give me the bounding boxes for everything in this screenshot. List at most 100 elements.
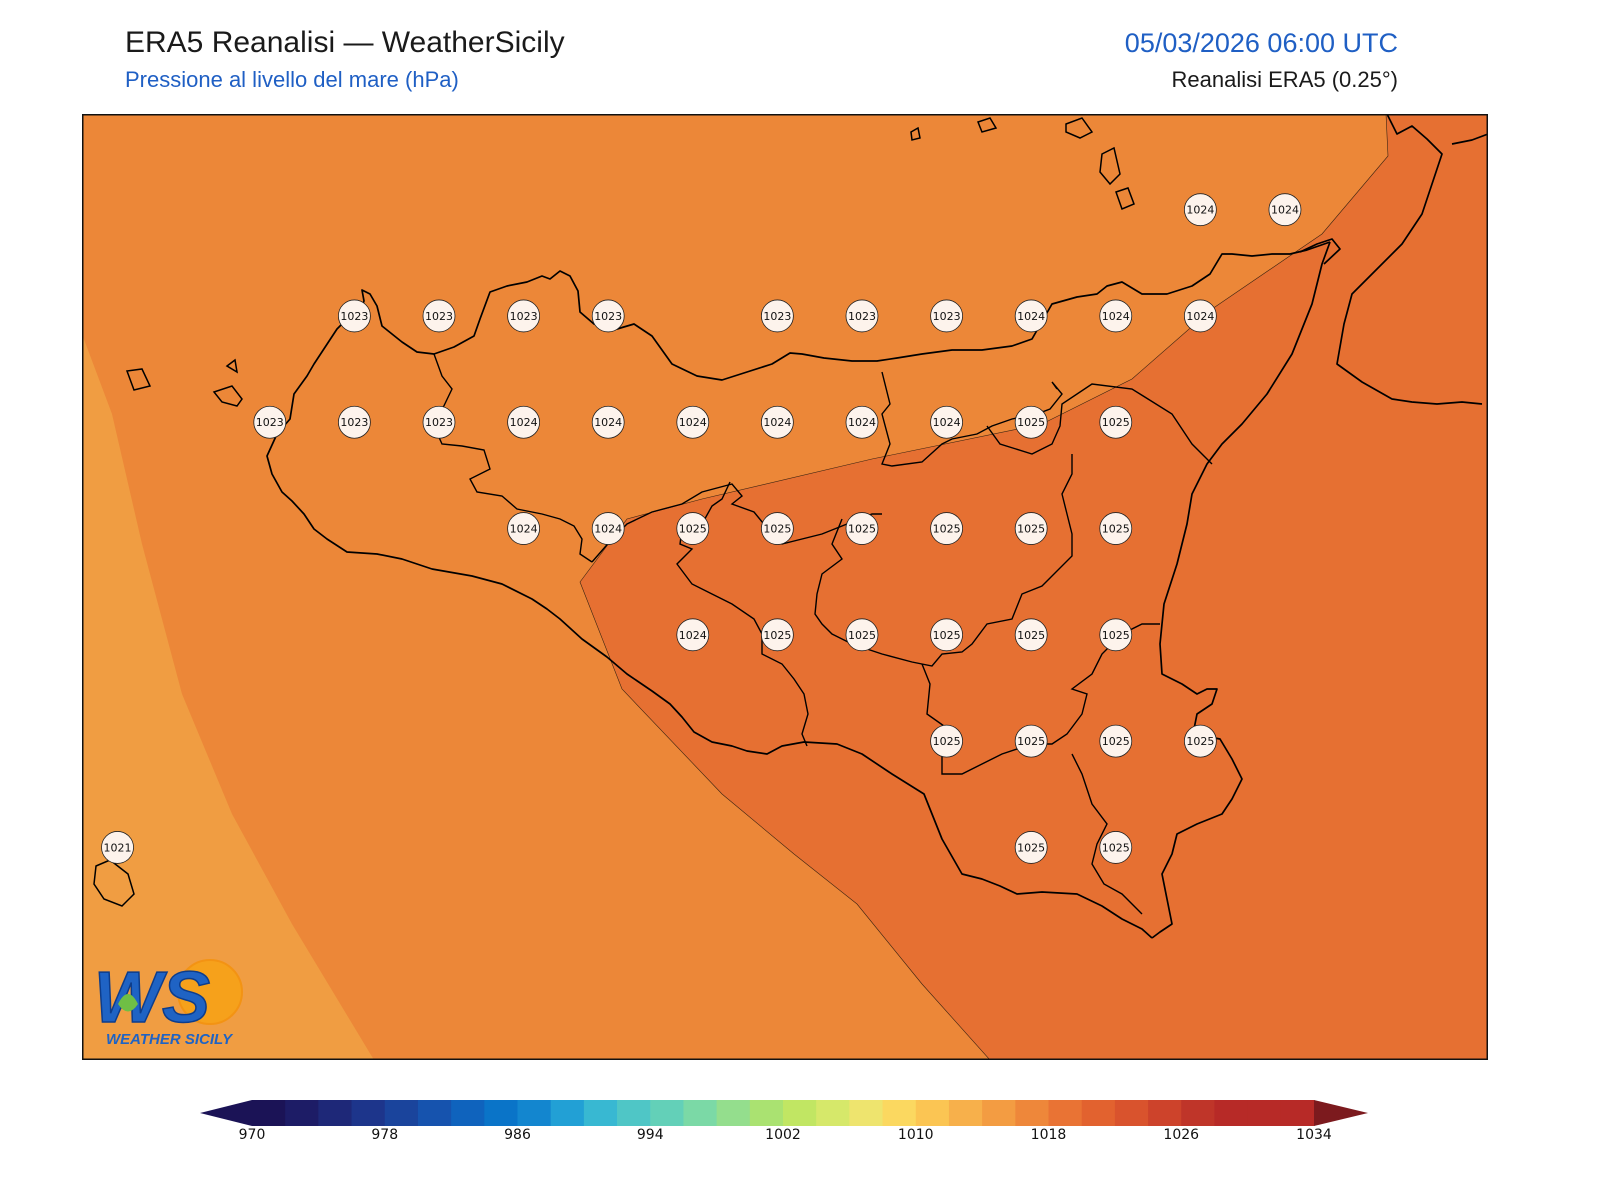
pressure-marker-value: 1024 — [1017, 310, 1045, 323]
pressure-marker: 1023 — [845, 299, 879, 333]
pressure-marker-circle — [253, 405, 287, 439]
pressure-marker-circle — [930, 512, 963, 545]
pressure-marker-value: 1023 — [340, 310, 368, 323]
pressure-marker-circle — [591, 512, 625, 545]
colorbar-ticks: 970 978 986 994 1002 1010 1018 1026 1034 — [239, 1127, 1332, 1140]
colorbar-tick-label: 1002 — [765, 1127, 801, 1140]
pressure-marker-value: 1024 — [1271, 204, 1299, 217]
pressure-marker-value: 1025 — [1017, 841, 1045, 854]
pressure-marker-circle — [1268, 193, 1302, 227]
pressure-marker-circle — [1099, 512, 1133, 545]
border-messina-catania — [986, 383, 1213, 465]
colorbar-cell — [915, 1100, 950, 1126]
pressure-marker-value: 1025 — [1017, 735, 1045, 748]
pressure-marker: 1025 — [930, 512, 963, 545]
pressure-marker-circle — [507, 405, 540, 439]
pressure-marker: 1023 — [930, 299, 963, 333]
pressure-marker-value: 1024 — [679, 416, 707, 429]
colorbar-cell — [1081, 1100, 1116, 1126]
pressure-marker-circle — [1014, 831, 1048, 864]
colorbar-cell — [650, 1100, 685, 1126]
pressure-marker-value: 1025 — [1102, 735, 1130, 748]
pressure-marker: 1024 — [676, 405, 710, 439]
pressure-marker: 1024 — [1268, 193, 1302, 227]
pressure-marker-value: 1024 — [594, 523, 622, 536]
pressure-marker-circle — [845, 512, 879, 545]
colorbar: 970 978 986 994 1002 1010 1018 1026 1034 — [200, 1100, 1368, 1140]
data-source: Reanalisi ERA5 (0.25°) — [1171, 67, 1398, 92]
pressure-marker: 1025 — [1014, 724, 1048, 758]
pressure-marker-value: 1024 — [1102, 310, 1130, 323]
pressure-map: 1023 1023 1023 1023 1023 1023 1023 1024 1024 1024… — [82, 114, 1488, 1060]
colorbar-cell — [716, 1100, 751, 1126]
pressure-marker-value: 1023 — [510, 310, 538, 323]
pressure-marker: 1025 — [1099, 512, 1133, 545]
logo-leaf — [118, 994, 138, 1012]
colorbar-cell — [1015, 1100, 1050, 1126]
pressure-marker-circle — [1014, 512, 1048, 545]
pressure-marker-value: 1025 — [848, 629, 876, 642]
colorbar-cell — [1148, 1100, 1182, 1126]
pressure-marker-value: 1023 — [933, 310, 961, 323]
colorbar-tick-label: 970 — [239, 1127, 266, 1140]
chart-title: ERA5 Reanalisi — WeatherSicily — [125, 26, 565, 59]
pressure-marker-value: 1025 — [933, 629, 961, 642]
pressure-marker-circle — [422, 405, 456, 439]
pressure-marker-circle — [1183, 299, 1217, 333]
pressure-marker-circle — [676, 405, 710, 439]
logo-sun — [177, 959, 243, 1025]
colorbar-cell — [982, 1100, 1016, 1126]
island-vulcano — [1115, 187, 1135, 210]
island-alicudi — [977, 117, 998, 133]
pressure-marker: 1021 — [101, 831, 134, 864]
chart-subtitle: Pressione al livello del mare (hPa) — [125, 67, 459, 92]
colorbar-cell — [583, 1100, 618, 1126]
pressure-marker-circle — [930, 724, 963, 758]
pressure-marker-value: 1025 — [933, 523, 961, 536]
pressure-marker-value: 1023 — [848, 310, 876, 323]
pressure-marker-circle — [1014, 405, 1048, 439]
island-salina — [1065, 117, 1094, 139]
pressure-marker-value: 1023 — [340, 416, 368, 429]
pressure-marker-value: 1024 — [594, 416, 622, 429]
pressure-marker-circle — [1014, 618, 1048, 652]
pressure-marker-value: 1023 — [256, 416, 284, 429]
pressure-marker-circle — [845, 405, 879, 439]
pressure-marker: 1023 — [338, 405, 371, 439]
pressure-marker-circle — [760, 618, 794, 652]
logo-initials: WS — [94, 958, 210, 1038]
pressure-marker: 1025 — [845, 512, 879, 545]
pressure-marker-circle — [845, 618, 879, 652]
colorbar-tick-label: 1026 — [1163, 1127, 1199, 1140]
pressure-marker: 1025 — [1014, 618, 1048, 652]
pressure-marker-circle — [760, 299, 794, 333]
pressure-marker-circle — [760, 512, 794, 545]
pressure-marker: 1025 — [1014, 512, 1048, 545]
island-levanzo — [225, 358, 239, 374]
pressure-marker: 1024 — [507, 405, 540, 439]
pressure-marker: 1025 — [845, 618, 879, 652]
colorbar-cell — [1280, 1100, 1315, 1126]
pressure-marker-value: 1024 — [763, 416, 791, 429]
pressure-marker: 1025 — [760, 618, 794, 652]
pressure-marker-value: 1025 — [679, 523, 707, 536]
pressure-markers: 1023 1023 1023 1023 1023 1023 1023 1024 1024 1024… — [101, 193, 1302, 864]
colorbar-cell — [1114, 1100, 1149, 1126]
pressure-marker-value: 1025 — [1102, 629, 1130, 642]
colorbar-cell — [484, 1100, 519, 1126]
colorbar-cell — [849, 1100, 884, 1126]
sicily-south-coast — [266, 433, 1153, 939]
pressure-marker: 1024 — [507, 512, 540, 545]
pressure-marker: 1025 — [1099, 405, 1133, 439]
pressure-marker-circle — [676, 618, 710, 652]
map-frame — [82, 114, 1488, 1060]
weather-sicily-logo: WS WEATHER SICILY — [93, 957, 243, 1048]
pressure-marker-circle — [930, 405, 963, 439]
pressure-marker: 1024 — [676, 618, 710, 652]
pressure-marker: 1023 — [253, 405, 287, 439]
pressure-marker-value: 1025 — [763, 523, 791, 536]
pressure-marker-circle — [101, 831, 134, 864]
pressure-marker-circle — [507, 299, 540, 333]
pressure-marker-value: 1021 — [104, 841, 132, 854]
colorbar-cell — [948, 1100, 983, 1126]
